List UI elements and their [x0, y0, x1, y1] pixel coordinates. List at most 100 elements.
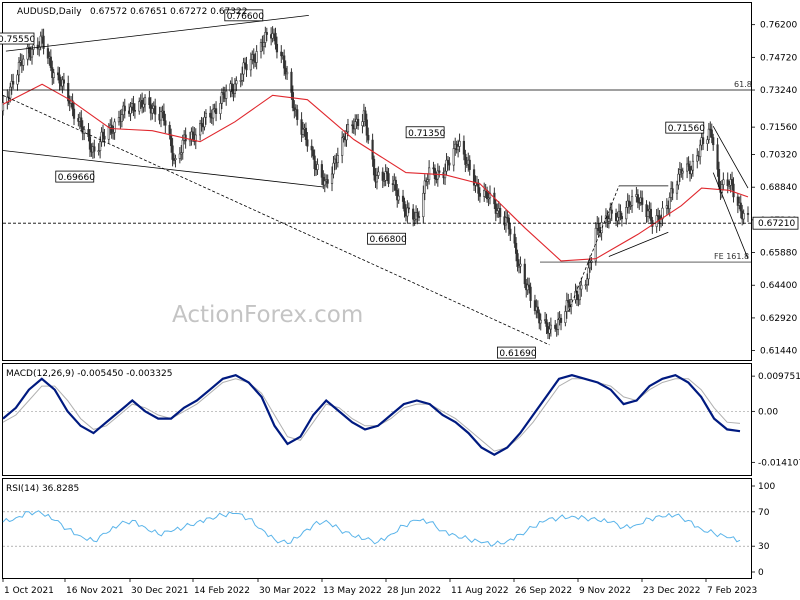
price-label-box [55, 170, 95, 183]
candle-body [22, 58, 25, 66]
candle-body [99, 141, 102, 151]
date-axis-label: 28 Jun 2022 [387, 586, 441, 596]
candle-body [487, 197, 490, 200]
candle-body [265, 32, 268, 35]
candle-body [300, 119, 303, 135]
candle-body [332, 162, 335, 175]
candle-body [168, 124, 171, 136]
price-label-box [405, 126, 445, 139]
candle-body [103, 135, 106, 140]
candle-body [620, 216, 624, 220]
candle-body [630, 196, 634, 206]
candle-body [83, 129, 86, 134]
candle-body [113, 121, 116, 133]
macd-panel-frame [2, 363, 752, 476]
candle-body [243, 62, 247, 65]
candle-body [401, 195, 405, 202]
candle-body [564, 311, 567, 323]
candle-body [746, 213, 750, 215]
candle-body [557, 319, 560, 330]
rsi-axis-label: 70 [758, 508, 770, 518]
candle-body [365, 119, 368, 136]
candle-body [423, 180, 426, 194]
candle-body [462, 140, 466, 155]
macd-axis-label: -0.014107 [758, 458, 800, 468]
candle-body [351, 124, 354, 127]
candle-body [42, 35, 45, 49]
candle-body [112, 132, 115, 134]
candle-body [646, 210, 650, 217]
candle-body [323, 180, 326, 186]
price-label-text: 0.76600 [227, 12, 264, 22]
candle-body [587, 267, 590, 280]
date-axis-label: 30 Dec 2021 [131, 586, 189, 596]
candle-body [209, 112, 212, 118]
candle-body [290, 71, 293, 93]
price-layer: 61.8 FE 161.8 0.75550 0.76600 0.69660 0.71350… [0, 9, 752, 359]
candle-body [517, 265, 521, 268]
candle-body [312, 149, 315, 157]
candle-body [100, 131, 103, 142]
candle-body [549, 324, 552, 330]
candle-body [575, 291, 579, 300]
candle-body [616, 216, 619, 222]
candle-body [88, 136, 92, 150]
candle-body [367, 134, 370, 141]
fe-level-label: FE 161.8 [714, 252, 749, 261]
trend-line [712, 126, 749, 189]
candle-body [249, 59, 252, 71]
candle-body [220, 92, 223, 104]
date-axis-label: 14 Feb 2022 [194, 586, 250, 596]
candle-body [181, 139, 184, 153]
candle-body [691, 160, 695, 171]
chart-symbol: AUDUSD,Daily [17, 7, 82, 17]
candle-body [46, 48, 50, 59]
candle-body [675, 184, 679, 194]
macd-line [2, 374, 741, 456]
current-price-tag [752, 216, 799, 230]
candle-body [371, 139, 374, 160]
candle-body [465, 163, 468, 166]
candle-body [12, 80, 15, 85]
candle-body [93, 146, 96, 152]
candle-body [519, 263, 522, 267]
rsi-layer [2, 510, 751, 547]
candle-body [341, 137, 344, 156]
candle-body [526, 284, 529, 291]
price-axis-label: 0.76200 [760, 21, 797, 31]
candle-body [313, 155, 316, 170]
price-axis-label: 0.68840 [760, 183, 797, 193]
axis-layer: 0.76200 0.74720 0.73240 0.71560 0.70320 0.688… [2, 21, 800, 596]
candle-body [403, 201, 406, 212]
candle-body [580, 284, 583, 290]
candle-body [478, 193, 481, 197]
candle-body [49, 56, 52, 68]
candle-body [72, 108, 76, 119]
candle-body [252, 54, 255, 62]
candle-body [645, 204, 648, 217]
candle-body [504, 217, 508, 226]
candle-body [699, 144, 702, 158]
macd-axis-label: 0.009751 [758, 372, 800, 382]
candle-body [174, 158, 177, 160]
candle-body [413, 218, 416, 221]
candle-body [584, 284, 587, 287]
candle-body [536, 306, 539, 314]
current-price-text: 0.67210 [758, 219, 795, 229]
candle-body [162, 110, 165, 121]
candle-body [528, 284, 531, 288]
candle-body [230, 83, 234, 93]
candle-body [264, 32, 267, 43]
candle-body [513, 233, 516, 244]
candle-body [385, 171, 389, 174]
candle-body [701, 137, 705, 144]
candle-body [629, 205, 632, 207]
candle-body [406, 207, 409, 217]
price-axis-label: 0.73240 [760, 86, 797, 96]
candle-body [687, 163, 690, 167]
candle-body [178, 153, 181, 159]
candle-body [686, 163, 689, 172]
price-panel-frame [2, 2, 752, 361]
price-label-box [367, 232, 406, 245]
